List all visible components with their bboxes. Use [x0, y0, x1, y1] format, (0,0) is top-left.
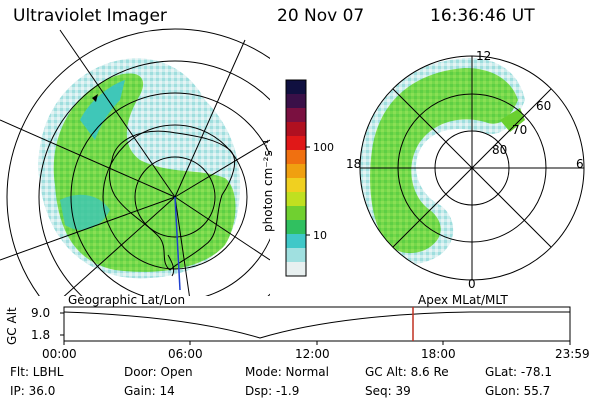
status-glat: GLat: -78.1 [485, 365, 552, 379]
magnetic-image [359, 55, 585, 281]
status-dsp: Dsp: -1.9 [245, 384, 300, 398]
colorbar-segment [286, 206, 306, 221]
colorbar-segment [286, 136, 306, 151]
mlt-label-0: 0 [468, 277, 476, 291]
colorbar-tick-100: 100 [313, 141, 334, 154]
status-mode: Mode: Normal [245, 365, 329, 379]
colorbar-segment [286, 94, 306, 109]
status-filter: Flt: LBHL [10, 365, 64, 379]
colorbar-segment [286, 262, 306, 277]
colorbar-tick-10: 10 [313, 229, 327, 242]
mlat-label-70: 70 [512, 123, 528, 137]
status-gc-alt: GC Alt: 8.6 Re [365, 365, 449, 379]
right-panel-label: Apex MLat/MLT [418, 293, 508, 307]
mlat-label-80: 80 [492, 143, 508, 157]
colorbar-segment [286, 178, 306, 193]
colorbar-unit-label: photon cm⁻²s⁻¹ [261, 139, 275, 232]
status-gain: Gain: 14 [124, 384, 175, 398]
colorbar [285, 79, 310, 277]
mlt-label-6: 6 [576, 157, 584, 171]
instrument-title: Ultraviolet Imager [13, 6, 167, 26]
colorbar-segment [286, 234, 306, 249]
colorbar-segment [286, 164, 306, 179]
geographic-image [0, 28, 270, 296]
timeline-ytick-top: 9.0 [31, 306, 51, 320]
timeline-ytick-bottom: 1.8 [31, 328, 51, 342]
status-glon: GLon: 55.7 [485, 384, 551, 398]
colorbar-segment [286, 192, 306, 207]
left-panel-label: Geographic Lat/Lon [68, 293, 186, 307]
colorbar-segment [286, 122, 306, 137]
timeline-xtick-3: 18:00 [421, 347, 456, 361]
colorbar-segment [286, 150, 306, 165]
timeline-xtick-4: 23:59 [555, 347, 590, 361]
timeline-ylabel: GC Alt [5, 307, 19, 345]
colorbar-segment [286, 248, 306, 263]
status-door: Door: Open [124, 365, 193, 379]
timeline-xtick-2: 12:00 [295, 347, 330, 361]
status-seq: Seq: 39 [365, 384, 411, 398]
mlat-label-60: 60 [536, 99, 552, 113]
timeline-xtick-0: 00:00 [42, 347, 77, 361]
mlt-label-18: 18 [346, 157, 362, 171]
date-label: 20 Nov 07 [277, 6, 365, 26]
mlt-label-12: 12 [476, 49, 492, 63]
colorbar-segment [286, 220, 306, 235]
colorbar-segment [286, 108, 306, 123]
time-label: 16:36:46 UT [430, 6, 535, 26]
altitude-timeline [60, 306, 571, 345]
timeline-xtick-1: 06:00 [168, 347, 203, 361]
status-ip: IP: 36.0 [10, 384, 56, 398]
colorbar-segment [286, 80, 306, 95]
